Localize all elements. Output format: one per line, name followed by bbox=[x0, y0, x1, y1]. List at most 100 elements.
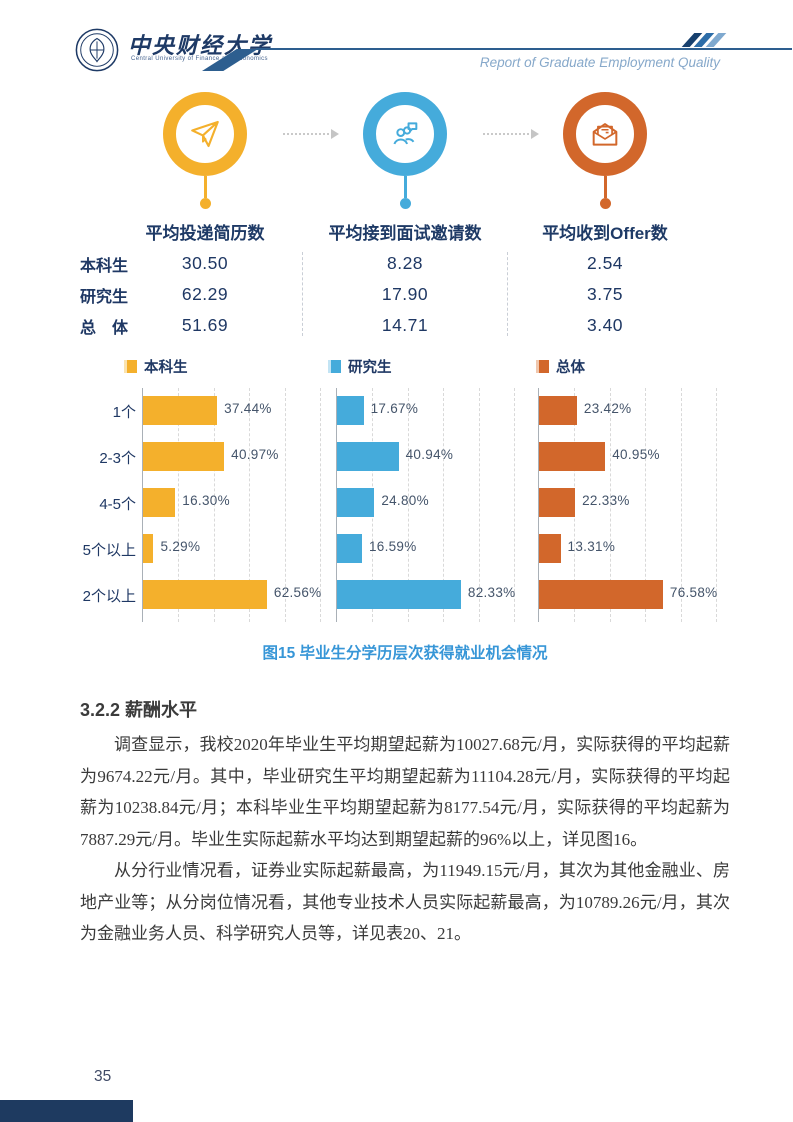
interview-icon bbox=[393, 122, 418, 145]
bar-row: 5.29% bbox=[143, 526, 320, 572]
metric-offers: 平均收到Offer数 bbox=[510, 92, 700, 244]
row-label: 本科生 bbox=[80, 257, 129, 275]
bar bbox=[337, 580, 461, 609]
section-heading: 3.2.2 薪酬水平 bbox=[80, 700, 198, 720]
table-cell: 51.69 bbox=[181, 315, 229, 335]
row-label: 总 体 bbox=[80, 319, 129, 337]
flow-arrow-icon bbox=[283, 129, 339, 139]
bar-value-label: 40.94% bbox=[405, 447, 454, 462]
bar bbox=[539, 534, 561, 563]
gridline bbox=[320, 388, 321, 622]
table-divider bbox=[507, 252, 508, 336]
chevrons-icon bbox=[681, 33, 727, 47]
legend-label: 研究生 bbox=[348, 360, 392, 376]
paragraph: 调查显示，我校2020年毕业生平均期望起薪为10027.68元/月，实际获得的平… bbox=[80, 735, 730, 849]
gridline bbox=[284, 388, 286, 622]
bar-row: 23.42% bbox=[539, 388, 716, 434]
bar-value-label: 62.56% bbox=[273, 585, 322, 600]
bar-row: 40.97% bbox=[143, 434, 320, 480]
bar-row: 37.44% bbox=[143, 388, 320, 434]
bar-row: 16.30% bbox=[143, 480, 320, 526]
bar bbox=[539, 396, 577, 425]
footer-bar bbox=[0, 1100, 133, 1122]
bar-row: 82.33% bbox=[337, 572, 516, 618]
bar-value-label: 22.33% bbox=[582, 493, 630, 508]
category-label: 5个以上 bbox=[82, 541, 136, 559]
legend-swatch bbox=[124, 360, 137, 373]
bar-chart-本科生: 37.44% 40.97% 16.30% 5.29% 62.56% bbox=[142, 388, 322, 622]
table-cell: 3.75 bbox=[586, 284, 624, 304]
legend-item: 总体 bbox=[536, 356, 585, 377]
gridline bbox=[407, 388, 409, 622]
table-cell: 62.29 bbox=[181, 284, 229, 304]
table-cell: 17.90 bbox=[381, 284, 429, 304]
metric-label: 平均投递简历数 bbox=[145, 224, 265, 243]
metric-label: 平均收到Offer数 bbox=[542, 224, 668, 243]
flow-arrow-icon bbox=[483, 129, 539, 139]
row-label: 研究生 bbox=[80, 288, 129, 306]
legend-item: 研究生 bbox=[328, 356, 392, 377]
employment-opportunity-charts: 1个 2-3个 4-5个 5个以上 2个以上 本科生 37.44% 40.97% 16.30% 5… bbox=[80, 356, 760, 622]
table-divider bbox=[302, 252, 303, 336]
chart-category-labels: 1个 2-3个 4-5个 5个以上 2个以上 bbox=[80, 388, 136, 618]
bar-chart-总体: 23.42% 40.95% 22.33% 13.31% 76.58% bbox=[538, 388, 718, 622]
bar-row: 22.33% bbox=[539, 480, 716, 526]
metric-ring bbox=[563, 92, 647, 176]
metric-resumes: 平均投递简历数 bbox=[110, 92, 300, 244]
table-row: 研究生 62.29 17.90 3.75 bbox=[80, 279, 730, 310]
category-label: 1个 bbox=[112, 403, 136, 421]
bar-row: 40.94% bbox=[337, 434, 514, 480]
bar-row: 17.67% bbox=[337, 388, 514, 434]
bar-row: 16.59% bbox=[337, 526, 514, 572]
paragraph: 从分行业情况看，证券业实际起薪最高，为11949.15元/月，其次为其他金融业、… bbox=[80, 861, 730, 943]
header-rule bbox=[256, 48, 792, 50]
bar-value-label: 5.29% bbox=[160, 539, 201, 554]
gridline bbox=[716, 388, 717, 622]
bar-row: 13.31% bbox=[539, 526, 716, 572]
metrics-table: 本科生 30.50 8.28 2.54 研究生 62.29 17.90 3.75 总 体 51.6… bbox=[80, 248, 730, 341]
gridline bbox=[645, 388, 647, 622]
bar bbox=[143, 442, 225, 471]
bar-value-label: 13.31% bbox=[567, 539, 616, 554]
legend-label: 本科生 bbox=[144, 360, 188, 376]
category-label: 4-5个 bbox=[99, 495, 136, 513]
bar-row: 40.95% bbox=[539, 434, 716, 480]
bar-chart-研究生: 17.67% 40.94% 24.80% 16.59% 82.33% bbox=[336, 388, 516, 622]
gridline bbox=[680, 388, 682, 622]
gridline bbox=[443, 388, 445, 622]
bar-row: 24.80% bbox=[337, 480, 514, 526]
metric-interviews: 平均接到面试邀请数 bbox=[310, 92, 500, 244]
category-label: 2-3个 bbox=[99, 449, 136, 467]
metric-ring bbox=[363, 92, 447, 176]
university-name-en: Central University of Finance and Econom… bbox=[131, 56, 268, 62]
bar-value-label: 24.80% bbox=[381, 493, 429, 508]
bar-row: 76.58% bbox=[539, 572, 718, 618]
table-cell: 30.50 bbox=[181, 253, 229, 273]
table-cell: 2.54 bbox=[586, 253, 624, 273]
body-text: 调查显示，我校2020年毕业生平均期望起薪为10027.68元/月，实际获得的平… bbox=[80, 729, 730, 950]
bar bbox=[337, 396, 364, 425]
table-row: 本科生 30.50 8.28 2.54 bbox=[80, 248, 730, 279]
bar-value-label: 17.67% bbox=[370, 401, 419, 416]
metric-ring bbox=[163, 92, 247, 176]
gridline bbox=[213, 388, 215, 622]
bar-row: 62.56% bbox=[143, 572, 322, 618]
bar bbox=[337, 488, 375, 517]
legend-item: 本科生 bbox=[124, 356, 188, 377]
bar-value-label: 76.58% bbox=[669, 585, 718, 600]
table-cell: 8.28 bbox=[386, 253, 424, 273]
legend-swatch bbox=[536, 360, 549, 373]
table-cell: 3.40 bbox=[586, 315, 624, 335]
legend-label: 总体 bbox=[556, 360, 585, 376]
bar-value-label: 40.97% bbox=[231, 447, 279, 462]
gridline bbox=[478, 388, 480, 622]
bar-value-label: 82.33% bbox=[467, 585, 516, 600]
bar bbox=[143, 534, 154, 563]
bar bbox=[337, 534, 362, 563]
offer-envelope-icon bbox=[592, 123, 618, 146]
bar bbox=[539, 488, 576, 517]
legend-swatch bbox=[328, 360, 341, 373]
gridline bbox=[609, 388, 611, 622]
page-number: 35 bbox=[94, 1068, 112, 1085]
